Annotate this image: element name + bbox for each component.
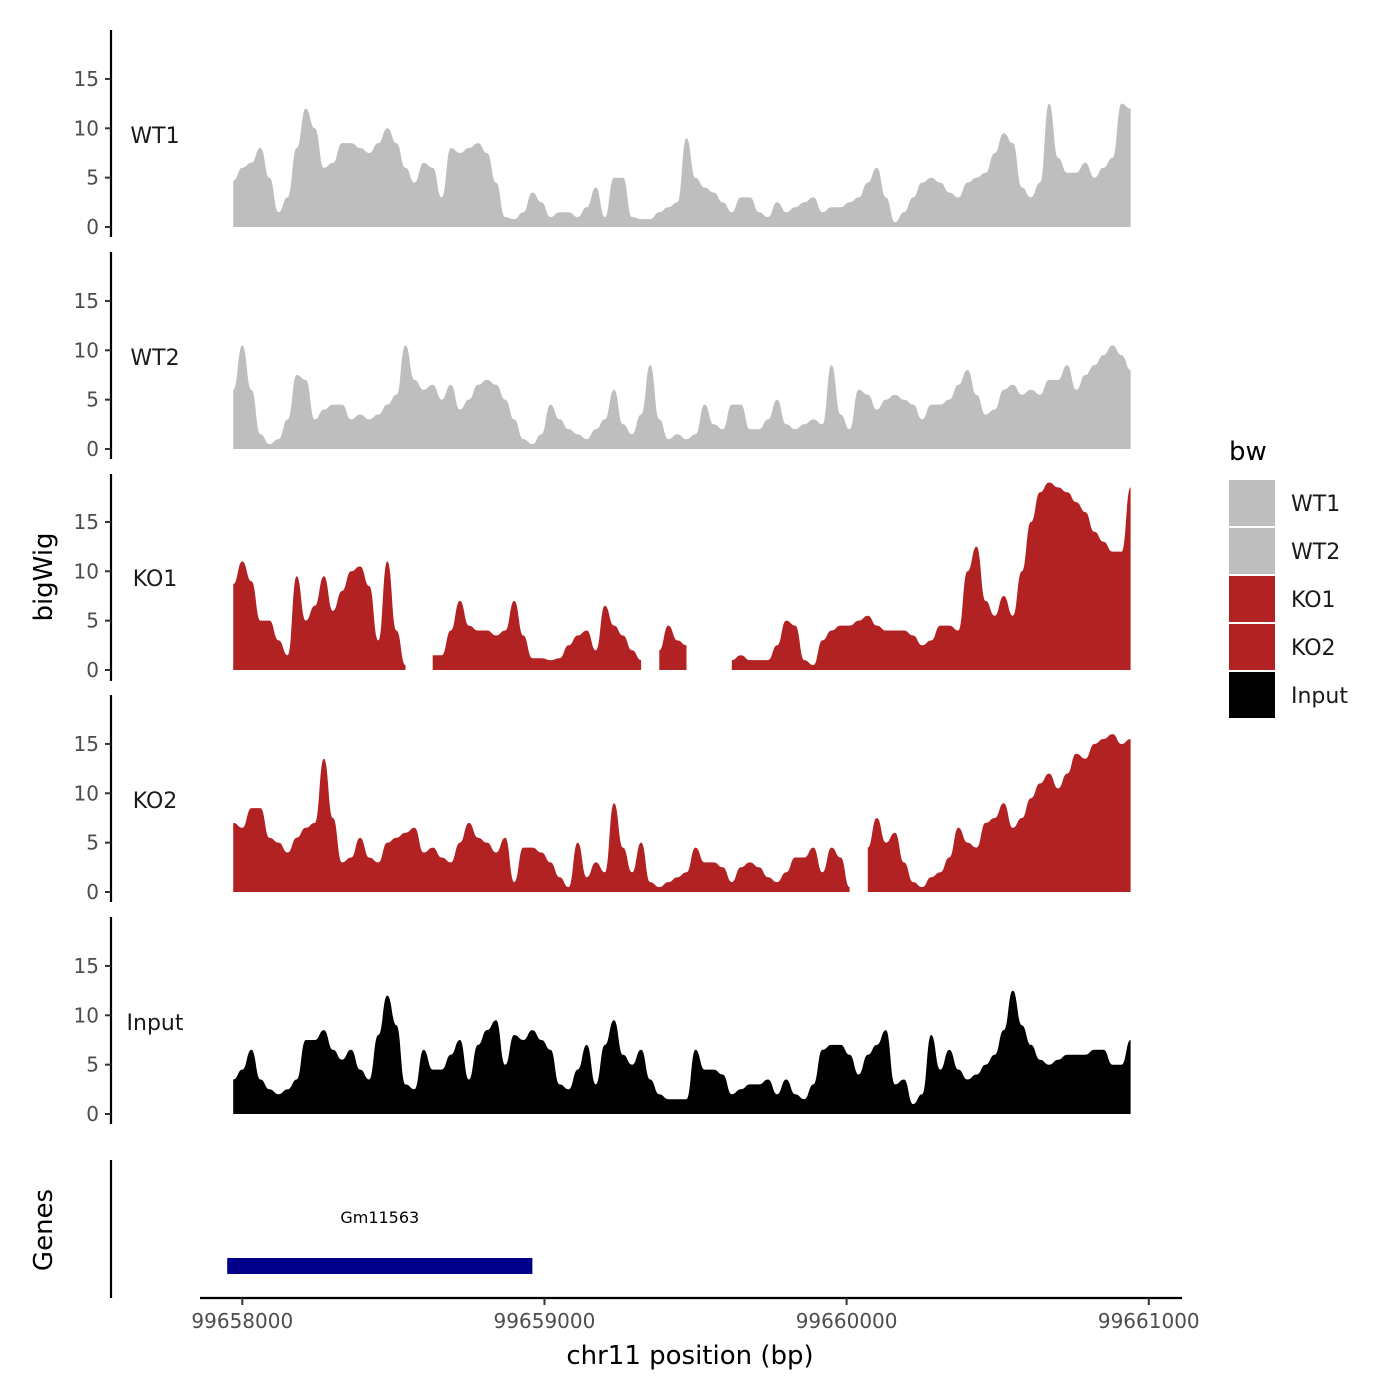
y-tick-label: 5	[86, 831, 99, 855]
legend-label-wt2: WT2	[1291, 540, 1340, 565]
legend-title: bw	[1229, 437, 1267, 467]
gene-track-panel: Gm11563	[109, 1160, 533, 1298]
panel-ko1: 0 5 10 15 KO1	[74, 474, 1131, 682]
legend-swatch-ko1	[1229, 576, 1275, 622]
panel-label-ko1: KO1	[133, 567, 178, 592]
y-tick-label: 10	[74, 116, 99, 140]
y-tick-label: 5	[86, 609, 99, 633]
x-tick-label: 99661000	[1098, 1309, 1200, 1333]
y-tick-label: 15	[74, 289, 99, 313]
legend-swatch-wt2	[1229, 528, 1275, 574]
y-tick-label: 10	[74, 559, 99, 583]
y-tick-label: 15	[74, 67, 99, 91]
track-panels: 0 5 10 15 WT1 0 5 10 15 WT2 0 5 10 15 KO1 0 5 10 15 KO2 0 5 10…	[74, 30, 1131, 1126]
x-tick-label: 99659000	[494, 1309, 596, 1333]
area-wt2	[233, 345, 1131, 449]
y-tick-label: 10	[74, 781, 99, 805]
y-tick-label: 15	[74, 732, 99, 756]
panel-ko2: 0 5 10 15 KO2	[74, 695, 1131, 904]
legend-label-wt1: WT1	[1291, 492, 1340, 517]
gene-bar	[227, 1258, 533, 1274]
y-tick-label: 0	[86, 658, 99, 682]
area-ko1	[731, 482, 1131, 670]
legend-label-ko2: KO2	[1291, 636, 1336, 661]
panel-label-ko2: KO2	[133, 789, 178, 814]
y-tick-label: 5	[86, 166, 99, 190]
area-ko1	[432, 600, 642, 670]
area-ko1	[659, 625, 687, 670]
genes-axis-title: Genes	[29, 1189, 59, 1271]
panel-label-wt1: WT1	[130, 124, 179, 149]
y-tick-label: 0	[86, 880, 99, 904]
gene-label: Gm11563	[340, 1208, 419, 1227]
legend-label-ko1: KO1	[1291, 588, 1336, 613]
y-tick-label: 0	[86, 1102, 99, 1126]
y-tick-label: 5	[86, 388, 99, 412]
panel-input: 0 5 10 15 Input	[74, 917, 1131, 1126]
y-tick-label: 10	[74, 1003, 99, 1027]
panel-label-wt2: WT2	[130, 346, 179, 371]
panel-wt2: 0 5 10 15 WT2	[74, 252, 1131, 461]
legend: bw WT1 WT2 KO1 KO2 Input	[1229, 437, 1348, 718]
y-tick-label: 0	[86, 437, 99, 461]
area-ko2	[233, 758, 850, 892]
area-input	[233, 990, 1131, 1114]
y-tick-label: 15	[74, 954, 99, 978]
x-tick-label: 99660000	[796, 1309, 898, 1333]
x-tick-label: 99658000	[191, 1309, 293, 1333]
area-wt1	[233, 103, 1131, 227]
panel-label-input: Input	[127, 1011, 184, 1036]
x-axis: 99658000 99659000 99660000 99661000	[191, 1296, 1200, 1333]
area-ko2	[867, 734, 1131, 892]
area-ko1	[233, 561, 406, 670]
legend-swatch-input	[1229, 672, 1275, 718]
y-tick-label: 5	[86, 1053, 99, 1077]
y-axis-title: bigWig	[29, 532, 59, 621]
y-tick-label: 15	[74, 510, 99, 534]
x-axis-title: chr11 position (bp)	[566, 1341, 813, 1371]
y-tick-label: 0	[86, 215, 99, 239]
panel-wt1: 0 5 10 15 WT1	[74, 30, 1131, 239]
y-tick-label: 10	[74, 338, 99, 362]
legend-label-input: Input	[1291, 684, 1348, 709]
legend-swatch-ko2	[1229, 624, 1275, 670]
legend-swatch-wt1	[1229, 480, 1275, 526]
